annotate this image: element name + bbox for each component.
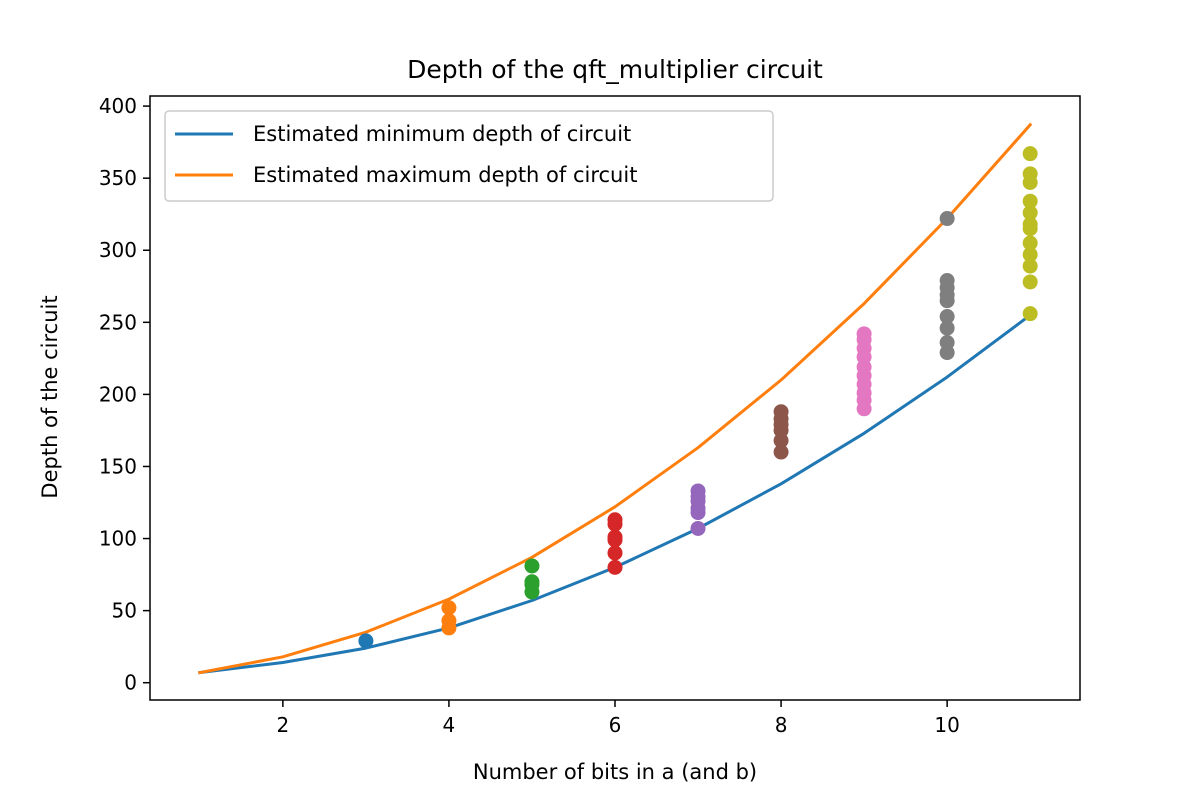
scatter-point [1022, 235, 1038, 251]
scatter-point [1022, 247, 1038, 263]
scatter-point [1022, 258, 1038, 274]
scatter-point [1022, 166, 1038, 182]
scatter-point [773, 444, 789, 460]
scatter-point [1022, 193, 1038, 209]
scatter-point [939, 273, 955, 289]
chart-title: Depth of the qft_multiplier circuit [407, 55, 823, 84]
y-tick-label: 250 [99, 310, 137, 334]
x-tick-label: 10 [934, 713, 959, 737]
y-tick-label: 350 [99, 166, 137, 190]
scatter-point [773, 404, 789, 420]
x-axis-label: Number of bits in a (and b) [473, 760, 757, 784]
scatter-point [607, 512, 623, 528]
scatter-point [607, 529, 623, 545]
scatter-point [441, 600, 457, 616]
y-tick-label: 400 [99, 94, 137, 118]
y-tick-label: 200 [99, 382, 137, 406]
y-tick-label: 50 [112, 599, 137, 623]
scatter-point [524, 574, 540, 590]
x-tick-label: 8 [775, 713, 788, 737]
y-tick-label: 0 [124, 671, 137, 695]
scatter-point [939, 211, 955, 227]
x-tick-label: 4 [443, 713, 456, 737]
series-line-min-depth [198, 313, 1033, 675]
legend-box [164, 110, 774, 202]
legend-label-min: Estimated minimum depth of circuit [253, 122, 631, 146]
series-line-max-depth [198, 122, 1033, 675]
scatter-point [1022, 306, 1038, 322]
scatter-point [1022, 216, 1038, 232]
scatter-point [524, 558, 540, 574]
scatter-point [607, 559, 623, 575]
legend-label-max: Estimated maximum depth of circuit [253, 163, 637, 187]
scatter-point [939, 335, 955, 351]
scatter-point [441, 613, 457, 629]
x-tick-label: 2 [276, 713, 289, 737]
scatter-point [939, 320, 955, 336]
y-tick-label: 300 [99, 238, 137, 262]
scatter-point [1022, 274, 1038, 290]
scatter-point [1022, 146, 1038, 162]
scatter-point [939, 309, 955, 325]
y-tick-label: 150 [99, 454, 137, 478]
scatter-point [690, 520, 706, 536]
scatter-point [607, 545, 623, 561]
y-axis-label: Depth of the circuit [38, 295, 62, 498]
x-tick-label: 6 [609, 713, 622, 737]
scatter-point [856, 326, 872, 342]
scatter-point [1022, 205, 1038, 221]
scatter-point [358, 633, 374, 649]
legend: Estimated minimum depth of circuit Estim… [164, 110, 774, 202]
scatter-point [690, 483, 706, 499]
y-tick-label: 100 [99, 527, 137, 551]
